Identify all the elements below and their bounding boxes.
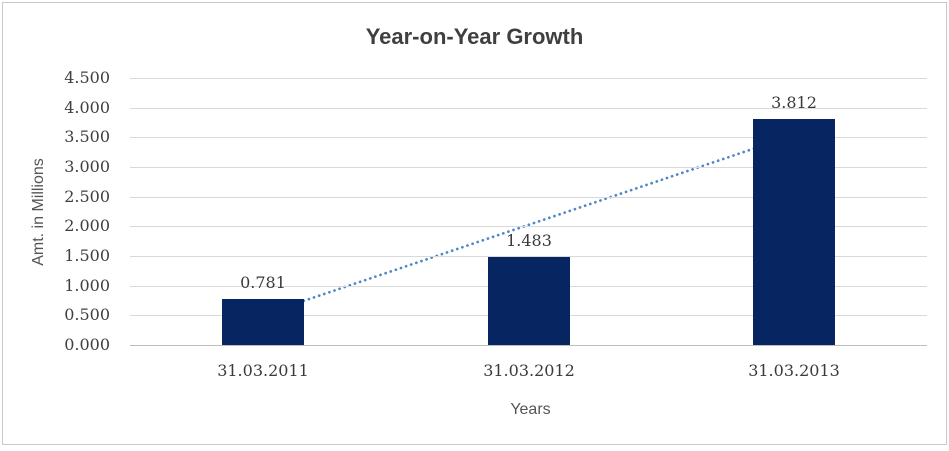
bar-31.03.2013 [753, 119, 835, 345]
data-label: 0.781 [240, 273, 286, 292]
data-label: 3.812 [771, 93, 817, 112]
y-tick-label: 3.500 [64, 127, 110, 146]
data-label: 1.483 [506, 231, 552, 250]
x-tick-label: 31.03.2013 [748, 361, 840, 380]
gridline [130, 256, 927, 257]
y-axis-title: Amt. in Millions [30, 158, 47, 266]
gridline [130, 108, 927, 109]
y-tick-label: 1.000 [64, 276, 110, 295]
y-tick-label: 0.500 [64, 305, 110, 324]
y-tick-label: 1.500 [64, 246, 110, 265]
y-tick-label: 3.000 [64, 157, 110, 176]
gridline [130, 226, 927, 227]
chart-frame: Year-on-Year Growth Amt. in Millions Yea… [2, 2, 947, 445]
y-tick-label: 4.000 [64, 98, 110, 117]
chart-title: Year-on-Year Growth [365, 24, 584, 49]
gridline [130, 78, 927, 79]
bar-31.03.2012 [488, 257, 570, 345]
x-axis-line [130, 345, 927, 346]
gridline [130, 197, 927, 198]
x-axis-title: Years [510, 401, 551, 418]
y-tick-label: 2.500 [64, 187, 110, 206]
x-tick-label: 31.03.2012 [483, 361, 575, 380]
bar-31.03.2011 [222, 299, 304, 345]
y-tick-label: 2.000 [64, 216, 110, 235]
y-tick-label: 0.000 [64, 335, 110, 354]
gridline [130, 137, 927, 138]
x-tick-label: 31.03.2011 [217, 361, 309, 380]
gridline [130, 167, 927, 168]
y-tick-label: 4.500 [64, 68, 110, 87]
